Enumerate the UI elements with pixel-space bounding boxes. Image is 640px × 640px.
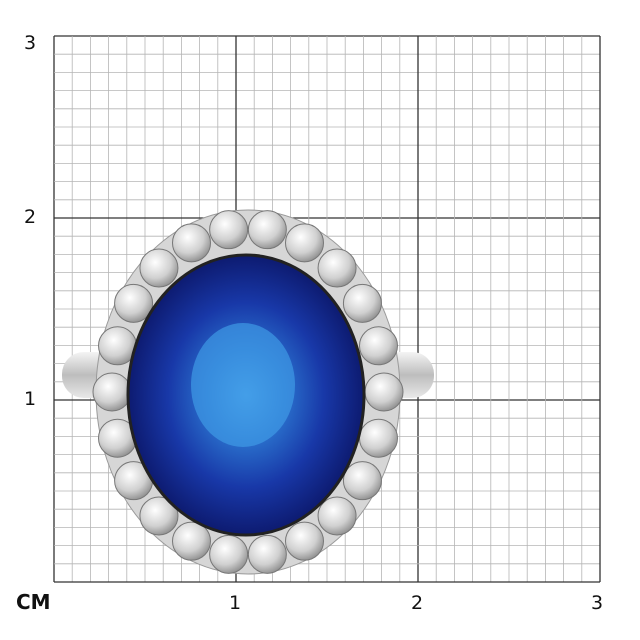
halo-diamond [172,521,212,561]
halo-diamond [139,496,179,536]
halo-diamond [358,326,398,366]
halo-diamond [364,372,404,412]
x-label-1: 1 [229,592,242,614]
y-label-3: 3 [24,32,37,54]
halo-diamond [92,372,132,412]
halo-diamond [317,248,357,288]
halo-diamond [342,461,382,501]
halo-diamond [139,248,179,288]
halo-diamond [342,283,382,323]
halo-diamond [284,223,324,263]
halo-diamond [247,210,287,250]
halo-diamond [209,210,249,250]
halo-diamond [209,534,249,574]
x-label-2: 2 [411,592,424,614]
x-label-3: 3 [591,592,604,614]
halo-diamond [114,283,154,323]
halo-diamond [317,496,357,536]
halo-diamond [358,418,398,458]
halo-diamond [172,223,212,263]
halo-diamond [284,521,324,561]
y-label-2: 2 [24,206,37,228]
sapphire-table [191,323,295,447]
halo-diamond [247,534,287,574]
y-label-1: 1 [24,388,37,410]
unit-label: CM [16,590,51,614]
